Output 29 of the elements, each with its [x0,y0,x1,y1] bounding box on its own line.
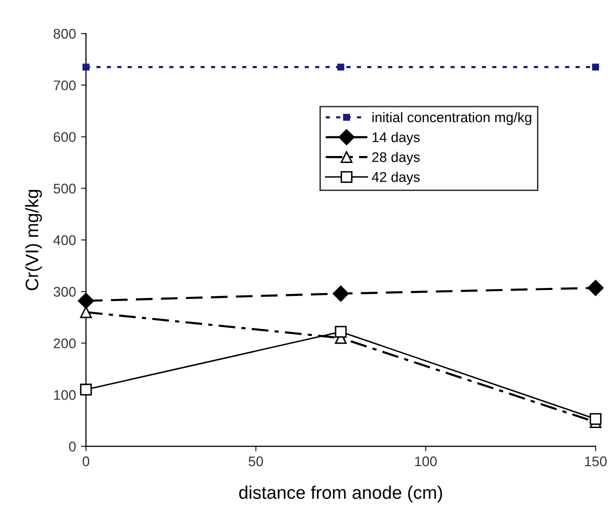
point [592,64,600,71]
point [334,326,347,338]
y-tick-label: 500 [54,184,76,194]
point [78,292,94,309]
y-tick-label: 800 [54,28,76,39]
legend-label: 28 days [372,152,420,165]
x-tick-label: 50 [248,456,264,466]
y-axis-title: Cr(VI) mg/kg [25,190,42,290]
y-tick-label: 100 [54,390,76,400]
x-tick-label: 0 [82,456,90,466]
point [80,306,92,318]
point [80,384,92,396]
y-tick-label: 300 [54,286,76,297]
legend-label: initial concentration mg/kg [372,112,532,126]
y-tick-label: 400 [53,235,76,246]
y-tick-label: 600 [54,132,76,142]
x-tick-label: 150 [585,456,607,466]
y-tick-label: 200 [54,338,76,348]
point [332,286,349,302]
point [590,413,602,425]
x-tick-label: 100 [415,456,437,466]
point [82,64,90,71]
point [337,64,344,71]
legend-label: 14 days [372,132,420,145]
x-axis-title: distance from anode (cm) [239,486,442,502]
legend-label: 42 days [372,172,420,185]
point [588,280,604,296]
y-tick-label: 0 [69,442,76,452]
y-tick-label: 700 [54,80,76,90]
